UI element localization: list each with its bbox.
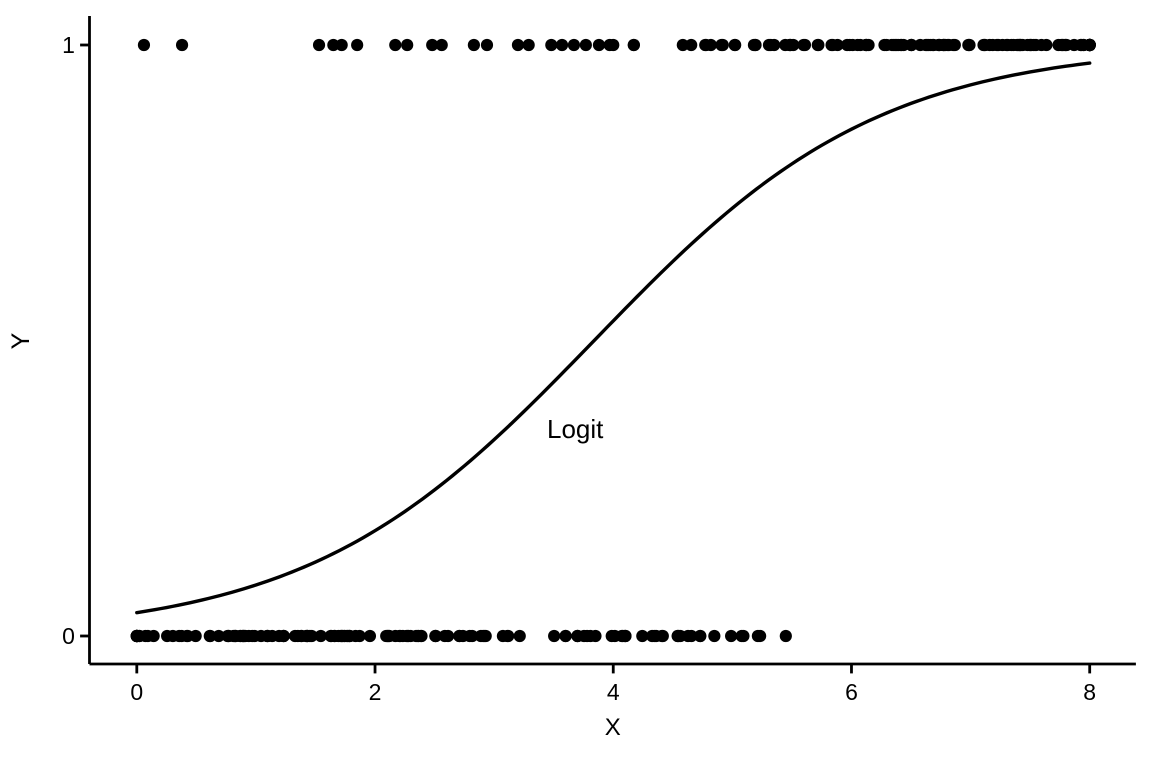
svg-text:8: 8 [1083, 679, 1096, 705]
svg-text:X: X [605, 714, 621, 741]
svg-text:6: 6 [845, 679, 858, 705]
svg-text:0: 0 [130, 679, 143, 705]
svg-text:Logit: Logit [547, 414, 604, 444]
svg-text:4: 4 [607, 679, 620, 705]
svg-text:2: 2 [369, 679, 382, 705]
svg-text:0: 0 [62, 623, 75, 649]
svg-text:1: 1 [62, 32, 75, 58]
svg-text:Y: Y [7, 332, 35, 349]
